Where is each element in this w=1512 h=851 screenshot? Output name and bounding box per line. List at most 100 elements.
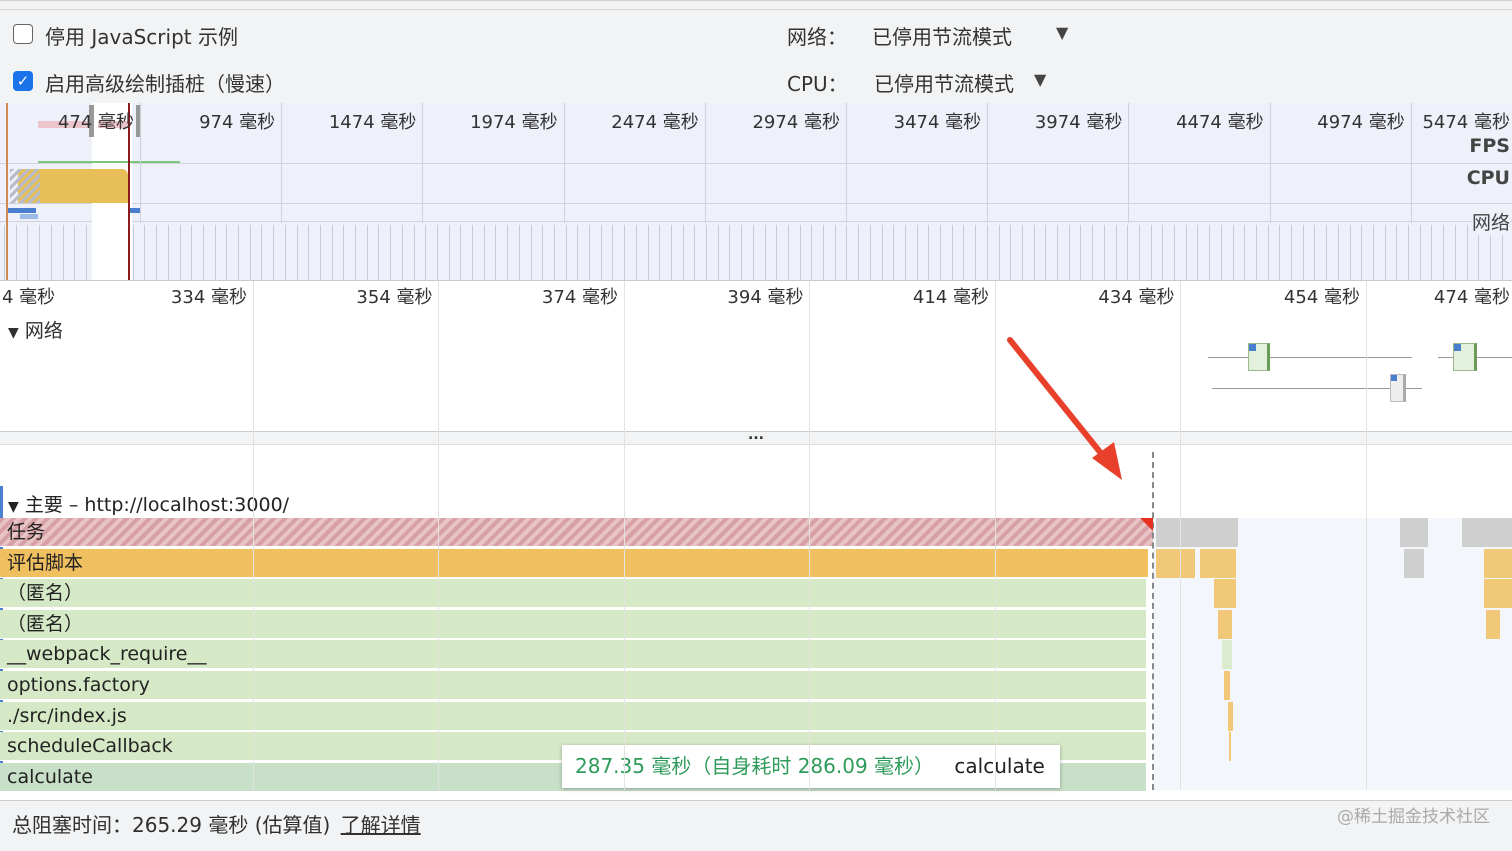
frame-divider bbox=[834, 225, 836, 280]
summary-footer: 总阻塞时间：265.29 毫秒 (估算值) 了解详情 @稀土掘金技术社区 bbox=[0, 800, 1512, 851]
frame-divider bbox=[15, 225, 17, 280]
ruler-tick-label: 354 毫秒 bbox=[356, 287, 433, 308]
frame-divider bbox=[565, 225, 567, 280]
flame-row-5[interactable]: options.factory bbox=[0, 671, 1146, 700]
frame-divider bbox=[1255, 225, 1257, 280]
flame-row-6[interactable]: ./src/index.js bbox=[0, 701, 1146, 731]
flame-row-0[interactable]: 任务 bbox=[0, 518, 1153, 547]
overview-gridline bbox=[704, 103, 706, 223]
flame-slice[interactable] bbox=[1486, 609, 1500, 639]
flame-row-3[interactable]: （匿名） bbox=[0, 609, 1146, 639]
overview-tick-label: 3974 毫秒 bbox=[1034, 112, 1123, 133]
timeline-gridline bbox=[809, 281, 810, 790]
frame-divider bbox=[191, 225, 193, 280]
frame-divider bbox=[1408, 225, 1409, 280]
advanced-paint-checkbox[interactable]: ✓ bbox=[13, 71, 33, 91]
selection-handle-right[interactable] bbox=[136, 105, 141, 137]
ruler-tick-label: 394 毫秒 bbox=[727, 287, 804, 308]
divider bbox=[0, 163, 1512, 164]
frame-divider bbox=[986, 225, 988, 280]
frame-divider bbox=[647, 225, 649, 280]
frame-divider bbox=[940, 225, 941, 280]
frame-divider bbox=[577, 225, 579, 280]
frame-divider bbox=[787, 225, 789, 280]
cpu-idle-area bbox=[10, 169, 40, 203]
frame-divider bbox=[694, 225, 696, 280]
frame-divider bbox=[1045, 225, 1047, 280]
network-request[interactable] bbox=[1453, 343, 1477, 371]
flame-slice[interactable] bbox=[1400, 518, 1428, 547]
flame-row-4[interactable]: __webpack_require__ bbox=[0, 640, 1146, 670]
track-resizer[interactable]: ... bbox=[0, 428, 1512, 445]
frame-divider bbox=[682, 225, 684, 280]
flame-row-1[interactable]: 评估脚本 bbox=[0, 548, 1148, 578]
frame-divider bbox=[27, 225, 29, 280]
frame-divider bbox=[975, 225, 977, 280]
frame-divider bbox=[425, 225, 427, 280]
overview-tick-label: 1974 毫秒 bbox=[470, 112, 558, 133]
flame-row-2[interactable]: （匿名） bbox=[0, 579, 1146, 609]
flame-slice[interactable] bbox=[1218, 609, 1232, 639]
frame-divider bbox=[1314, 225, 1316, 280]
long-task-marker bbox=[98, 121, 128, 128]
frame-divider bbox=[881, 225, 883, 280]
flame-slice[interactable] bbox=[1484, 548, 1512, 578]
frame-divider bbox=[319, 225, 321, 280]
flame-slice[interactable] bbox=[1222, 640, 1232, 670]
chevron-down-icon: ▼ bbox=[1056, 23, 1069, 42]
cpu-label: CPU bbox=[1466, 167, 1510, 189]
frame-divider bbox=[1501, 225, 1503, 280]
marker-line bbox=[6, 103, 8, 280]
ruler-tick-label: 334 毫秒 bbox=[170, 287, 247, 308]
frame-divider bbox=[1361, 225, 1363, 280]
frame-divider bbox=[413, 225, 415, 280]
frame-divider bbox=[378, 225, 380, 280]
frame-divider bbox=[823, 225, 824, 280]
frame-divider bbox=[1489, 225, 1491, 280]
flame-slice[interactable] bbox=[1404, 548, 1424, 578]
frame-divider bbox=[1279, 225, 1281, 280]
flame-slice[interactable] bbox=[1156, 518, 1238, 547]
overview-gridline bbox=[1269, 103, 1271, 223]
ruler-tick-label: 374 毫秒 bbox=[541, 287, 618, 308]
flame-slice[interactable] bbox=[1200, 548, 1236, 578]
overview-gridline bbox=[140, 103, 141, 223]
frame-divider bbox=[904, 225, 906, 280]
frame-divider bbox=[1115, 225, 1117, 280]
frame-divider bbox=[273, 225, 275, 280]
flame-slice[interactable] bbox=[1214, 579, 1236, 609]
ruler-tick-label: 414 毫秒 bbox=[912, 287, 989, 308]
flame-slice[interactable] bbox=[1156, 548, 1195, 578]
timeline-gridline bbox=[994, 281, 996, 790]
frame-divider bbox=[1443, 225, 1445, 280]
flame-slice[interactable] bbox=[1484, 579, 1512, 609]
network-track-header[interactable]: ▼ 网络 bbox=[8, 316, 63, 343]
network-bar bbox=[130, 208, 140, 213]
timeline-overview[interactable]: FPS CPU 网络 474 毫秒 974 毫秒 1474 毫秒 1974 毫秒 247… bbox=[0, 103, 1512, 281]
cpu-throttle-select[interactable]: 已停用节流模式 ▼ bbox=[874, 68, 1054, 97]
fps-label: FPS bbox=[1469, 135, 1510, 157]
flame-slice[interactable] bbox=[1462, 518, 1512, 547]
network-track-title: 网络 bbox=[24, 320, 63, 342]
frame-divider bbox=[366, 225, 368, 280]
annotation-arrow bbox=[1007, 337, 1122, 480]
priority-marker bbox=[1391, 375, 1397, 381]
learn-more-link[interactable]: 了解详情 bbox=[340, 813, 421, 837]
selection-handle-left[interactable] bbox=[89, 105, 94, 137]
flame-slice[interactable] bbox=[1224, 671, 1230, 700]
frame-divider bbox=[916, 225, 918, 280]
flame-slice[interactable] bbox=[1228, 701, 1233, 731]
network-request[interactable] bbox=[1248, 343, 1270, 371]
divider bbox=[0, 9, 1512, 10]
network-throttle-select[interactable]: 已停用节流模式 ▼ bbox=[872, 21, 1077, 50]
flame-tooltip: 287.35 毫秒（自身耗时 286.09 毫秒） calculate bbox=[562, 745, 1060, 788]
frame-divider bbox=[869, 225, 871, 280]
network-request[interactable] bbox=[1390, 374, 1406, 402]
total-blocking-time: 总阻塞时间：265.29 毫秒 (估算值) bbox=[12, 813, 331, 837]
disable-js-samples-checkbox[interactable] bbox=[13, 24, 33, 44]
main-track-header[interactable]: ▼ 主要 – http://localhost:3000/ bbox=[8, 490, 289, 517]
frame-divider bbox=[1080, 225, 1082, 280]
frame-divider bbox=[308, 225, 310, 280]
flame-slice[interactable] bbox=[1229, 732, 1231, 762]
frame-divider bbox=[1396, 225, 1398, 280]
